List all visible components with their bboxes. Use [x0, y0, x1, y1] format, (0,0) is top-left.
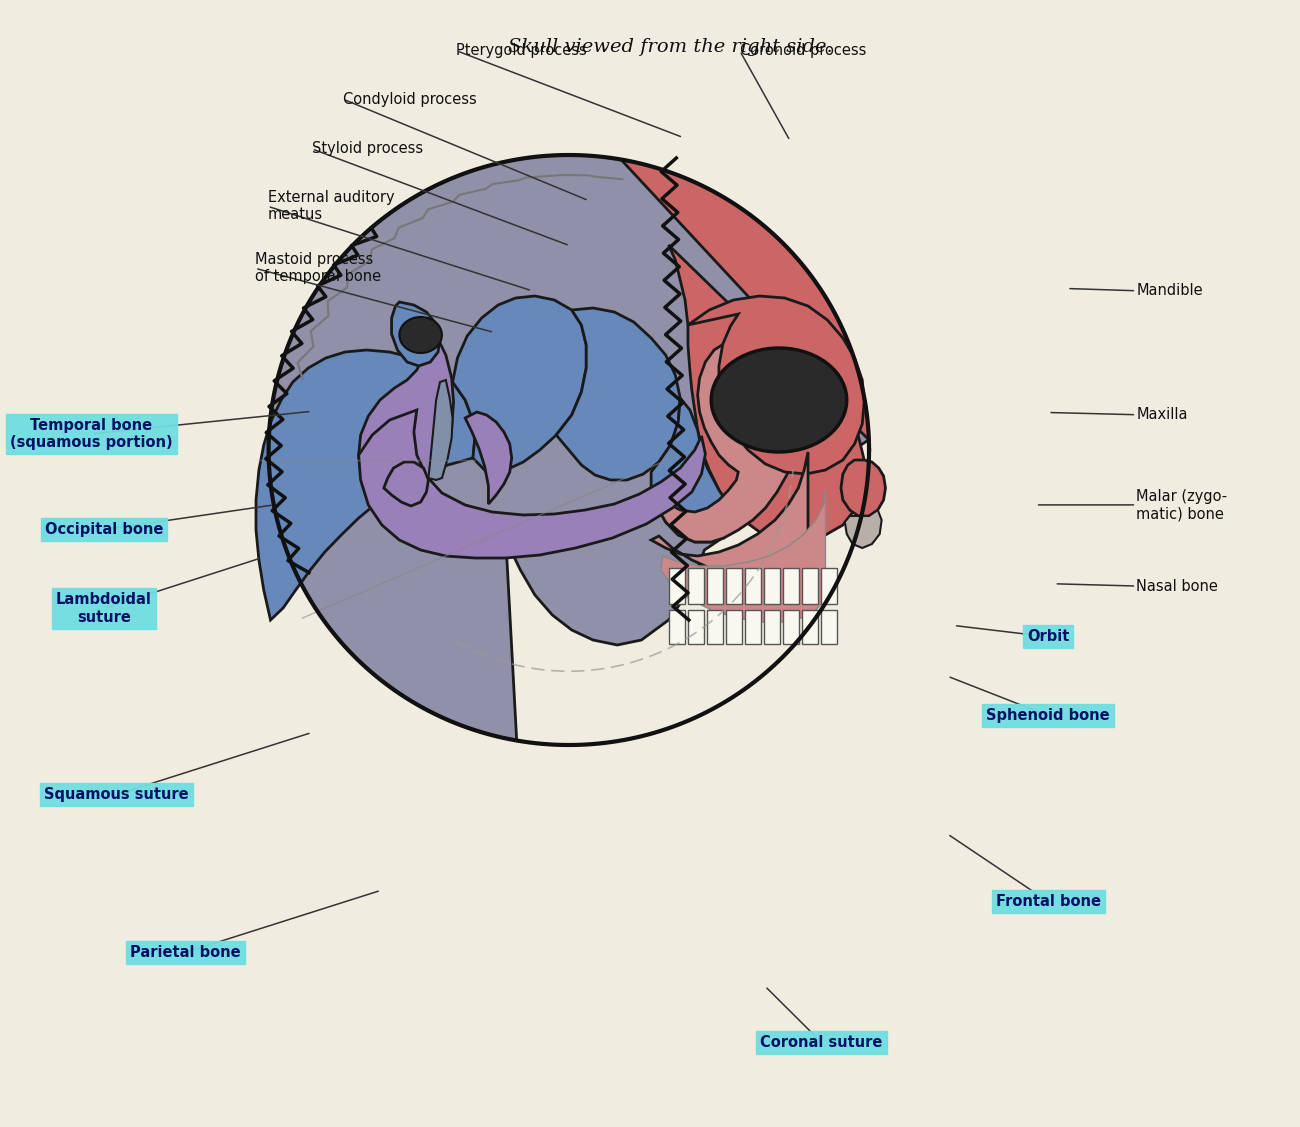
- Polygon shape: [399, 317, 442, 353]
- Text: Condyloid process: Condyloid process: [343, 91, 477, 107]
- Text: Lambdoidal
suture: Lambdoidal suture: [56, 593, 152, 624]
- Polygon shape: [668, 610, 685, 644]
- Polygon shape: [820, 568, 837, 604]
- Polygon shape: [651, 398, 736, 542]
- Text: Malar (zygo-
matic) bone: Malar (zygo- matic) bone: [1136, 489, 1227, 521]
- Polygon shape: [783, 568, 800, 604]
- Text: External auditory
meatus: External auditory meatus: [268, 190, 394, 222]
- Polygon shape: [391, 302, 439, 366]
- Text: Temporal bone
(squamous portion): Temporal bone (squamous portion): [10, 418, 173, 450]
- Polygon shape: [725, 568, 742, 604]
- Text: Frontal bone: Frontal bone: [996, 894, 1101, 909]
- Polygon shape: [651, 452, 809, 578]
- Polygon shape: [429, 380, 452, 480]
- Text: Pterygoid process: Pterygoid process: [456, 43, 588, 59]
- Polygon shape: [763, 610, 780, 644]
- Polygon shape: [269, 156, 868, 740]
- Text: Nasal bone: Nasal bone: [1136, 578, 1218, 594]
- Polygon shape: [745, 568, 760, 604]
- Polygon shape: [621, 160, 868, 542]
- Text: Occipital bone: Occipital bone: [44, 522, 162, 538]
- Polygon shape: [384, 462, 429, 506]
- Text: Orbit: Orbit: [1027, 629, 1070, 645]
- Polygon shape: [725, 610, 742, 644]
- Text: Sphenoid bone: Sphenoid bone: [987, 708, 1110, 724]
- Polygon shape: [465, 412, 512, 504]
- Polygon shape: [688, 296, 864, 474]
- Polygon shape: [745, 610, 760, 644]
- Polygon shape: [802, 610, 818, 644]
- Polygon shape: [802, 568, 818, 604]
- Polygon shape: [256, 350, 474, 620]
- Polygon shape: [668, 568, 685, 604]
- Polygon shape: [845, 511, 881, 548]
- Text: Styloid process: Styloid process: [312, 141, 422, 157]
- Text: Mandible: Mandible: [1136, 283, 1202, 299]
- Text: Coronoid process: Coronoid process: [740, 43, 866, 59]
- Text: Maxilla: Maxilla: [1136, 407, 1188, 423]
- Polygon shape: [688, 610, 705, 644]
- Polygon shape: [359, 308, 454, 505]
- Polygon shape: [707, 568, 723, 604]
- Polygon shape: [707, 610, 723, 644]
- Polygon shape: [711, 348, 846, 452]
- Polygon shape: [763, 568, 780, 604]
- Polygon shape: [651, 338, 803, 542]
- Polygon shape: [820, 610, 837, 644]
- Text: Squamous suture: Squamous suture: [44, 787, 188, 802]
- Text: Parietal bone: Parietal bone: [130, 944, 240, 960]
- Polygon shape: [841, 460, 885, 516]
- Polygon shape: [359, 410, 706, 558]
- Text: Coronal suture: Coronal suture: [760, 1035, 883, 1050]
- Polygon shape: [556, 308, 680, 480]
- Polygon shape: [452, 296, 586, 474]
- Text: Mastoid process
of temporal bone: Mastoid process of temporal bone: [255, 252, 381, 284]
- Polygon shape: [660, 490, 826, 622]
- Text: Skull viewed from the right side.: Skull viewed from the right side.: [508, 38, 833, 56]
- Polygon shape: [783, 610, 800, 644]
- Polygon shape: [688, 568, 705, 604]
